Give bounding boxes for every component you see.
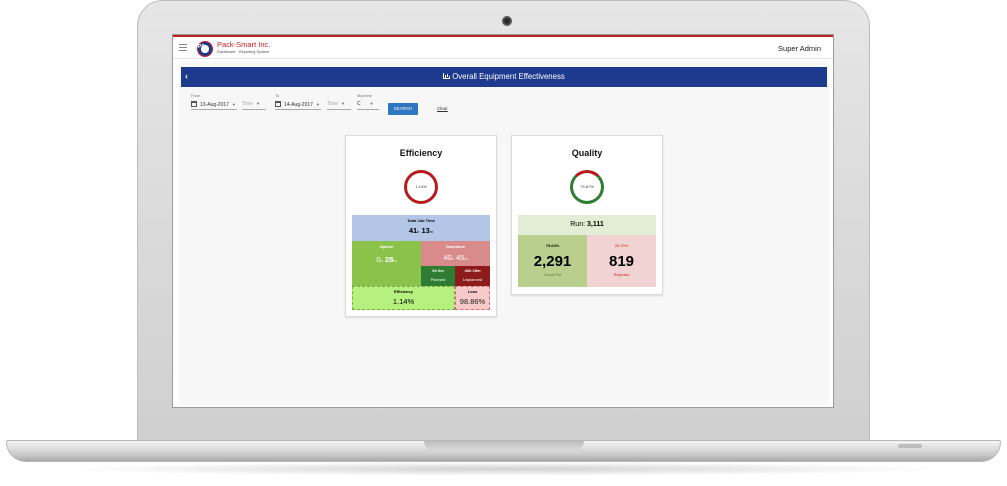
efficiency-title: Efficiency xyxy=(399,148,443,158)
to-date-picker[interactable]: 14-Aug-2017 ▼ xyxy=(275,101,321,110)
laptop-notch xyxy=(424,441,584,450)
unplanned-label: Unplanned xyxy=(462,277,483,282)
quality-card: Quality 73.67% Run: 3,111 73.64% 2,291 G… xyxy=(511,135,663,295)
app-header: PS Pack-Smart Inc. Dashboard · Reporting… xyxy=(173,35,833,59)
loss-cell: Loss 98.86% xyxy=(455,286,490,310)
efficiency-ring-value: 1.14% xyxy=(415,184,427,189)
efficiency-card: Efficiency 1.14% Total Job Time 41h 13m … xyxy=(345,135,497,317)
filter-bar: From 13-Aug-2017 ▼ Time ▼ To 14-Aug-2017 ▼ … xyxy=(191,93,491,119)
rejected-cell: 26.33% 819 Rejected xyxy=(587,235,656,287)
clear-link[interactable]: Clear xyxy=(437,106,448,111)
logo-text: PS xyxy=(198,44,205,50)
quality-ring: 73.67% xyxy=(570,170,604,204)
laptop-indicator xyxy=(898,444,922,448)
run-cell: Run: 3,111 xyxy=(518,215,656,235)
efficiency-value-label: Efficiency xyxy=(394,289,413,294)
downtime-label: Downtime xyxy=(445,244,466,249)
from-date-picker[interactable]: 13-Aug-2017 ▼ xyxy=(191,101,237,110)
calendar-icon xyxy=(275,101,281,107)
to-time-placeholder: Time xyxy=(327,101,338,107)
downtime-value: 40h 45m xyxy=(443,253,468,262)
good-pct: 73.64% xyxy=(545,243,560,248)
page-title-wrap: Overall Equipment Effectiveness xyxy=(181,72,827,81)
loss-label: Loss xyxy=(467,289,478,294)
run-label: Run: xyxy=(570,221,586,228)
total-job-time-value: 41h 13m xyxy=(408,226,434,235)
search-button[interactable]: SEARCH xyxy=(388,103,418,115)
planned-value: 0h 0m xyxy=(432,268,444,273)
dropdown-caret-icon: ▼ xyxy=(315,102,320,107)
efficiency-ring: 1.14% xyxy=(404,170,438,204)
unplanned-value: 40h 29m xyxy=(464,268,481,273)
camera-icon xyxy=(502,16,512,26)
from-date-value: 13-Aug-2017 xyxy=(200,102,229,108)
quality-title: Quality xyxy=(571,148,603,158)
brand-name: Pack-Smart Inc. xyxy=(217,40,271,49)
uptime-value: 0h 28m xyxy=(376,255,397,264)
uptime-label: Uptime xyxy=(379,244,394,249)
planned-label: Planned xyxy=(430,277,446,282)
rejected-value: 819 xyxy=(608,253,635,270)
good-value: 2,291 xyxy=(533,253,572,270)
good-cell: 73.64% 2,291 Good Pct xyxy=(518,235,587,287)
loss-value: 98.86% xyxy=(459,297,486,306)
from-label: From xyxy=(191,93,201,98)
bar-chart-icon xyxy=(443,73,450,79)
hamburger-menu-icon[interactable] xyxy=(179,44,187,51)
good-label: Good Pct xyxy=(544,272,561,277)
page-title: Overall Equipment Effectiveness xyxy=(452,72,565,81)
dropdown-caret-icon: ▼ xyxy=(231,102,236,107)
to-time-picker[interactable]: Time ▼ xyxy=(327,101,351,110)
run-value: 3,111 xyxy=(587,221,604,228)
efficiency-value-cell: Efficiency 1.14% xyxy=(352,286,455,310)
downtime-cell: Downtime 40h 45m xyxy=(421,241,490,266)
back-chevron-icon[interactable]: ‹ xyxy=(185,71,188,81)
uptime-cell: Uptime 0h 28m xyxy=(352,241,421,286)
user-menu[interactable]: Super Admin xyxy=(778,44,821,53)
rejected-label: Rejected xyxy=(613,272,630,277)
calendar-icon xyxy=(191,101,197,107)
to-label: To xyxy=(275,93,280,98)
brand-subtitle: Dashboard · Reporting System xyxy=(217,50,270,54)
unplanned-cell: 40h 29m Unplanned xyxy=(455,266,490,286)
machine-label: Machine xyxy=(357,93,373,98)
efficiency-value: 1.14% xyxy=(392,297,415,306)
from-time-picker[interactable]: Time ▼ xyxy=(242,101,266,110)
dropdown-caret-icon: ▼ xyxy=(255,101,260,106)
from-time-placeholder: Time xyxy=(242,101,253,107)
rejected-pct: 26.33% xyxy=(614,243,629,248)
machine-select[interactable]: C ▼ xyxy=(357,101,379,110)
app-screen: PS Pack-Smart Inc. Dashboard · Reporting… xyxy=(172,34,834,408)
quality-ring-value: 73.67% xyxy=(580,184,594,189)
machine-value: C xyxy=(357,101,361,107)
company-logo xyxy=(197,41,213,57)
main-content: ‹ Overall Equipment Effectiveness From 1… xyxy=(179,61,829,405)
planned-cell: 0h 0m Planned xyxy=(421,266,455,286)
dropdown-caret-icon: ▼ xyxy=(340,101,345,106)
laptop-shadow xyxy=(60,462,947,476)
to-date-value: 14-Aug-2017 xyxy=(284,102,313,108)
dropdown-caret-icon: ▼ xyxy=(369,101,374,106)
page-titlebar: ‹ Overall Equipment Effectiveness xyxy=(181,67,827,87)
total-job-time-label: Total Job Time xyxy=(407,218,435,223)
total-job-time-cell: Total Job Time 41h 13m xyxy=(352,215,490,241)
